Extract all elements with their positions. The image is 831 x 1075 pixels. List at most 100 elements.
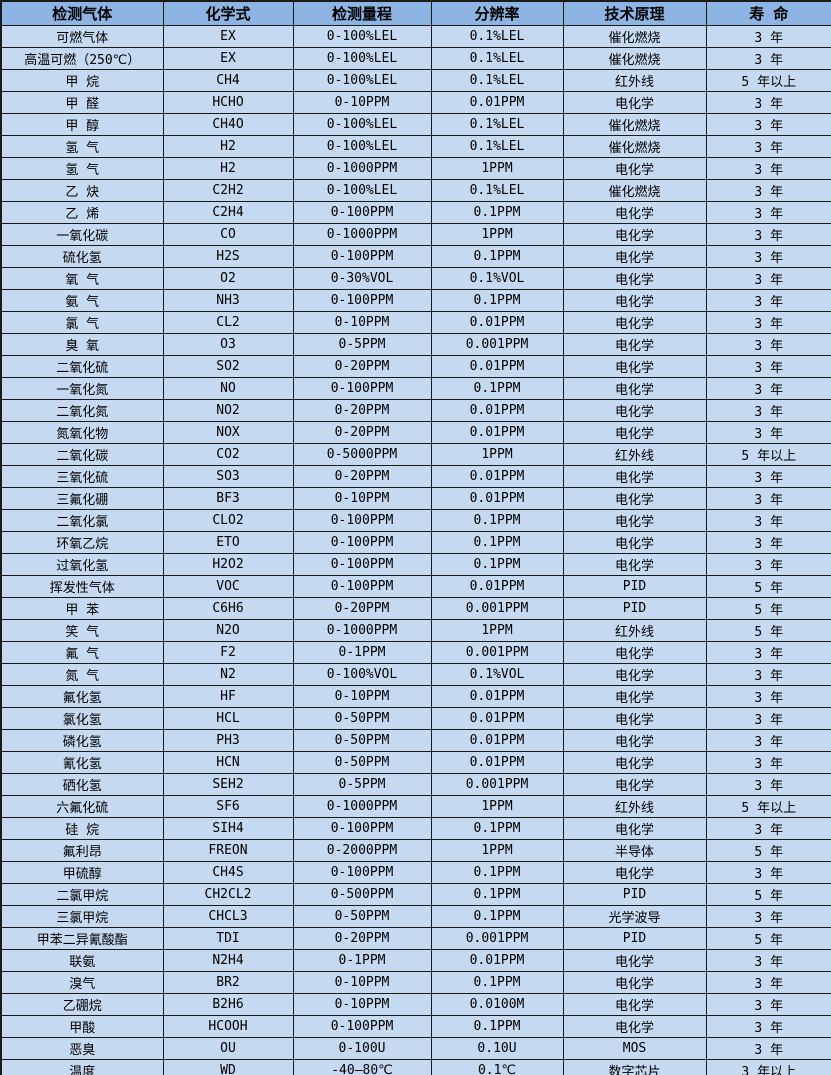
- cell-chemical-formula: O2: [162, 267, 294, 290]
- cell-chemical-formula: NOX: [162, 421, 294, 444]
- cell-detection-gas: 氮 气: [0, 663, 164, 686]
- cell-technology: 电化学: [562, 399, 707, 422]
- cell-technology: 电化学: [562, 751, 707, 774]
- cell-chemical-formula: SEH2: [162, 773, 294, 796]
- cell-detection-range: 0-1PPM: [292, 641, 432, 664]
- table-row: 甲 苯 C6H6 0-20PPM 0.001PPM PID 5 年: [0, 597, 831, 620]
- cell-chemical-formula: TDI: [162, 927, 294, 950]
- table-row: 一氧化氮 NO 0-100PPM 0.1PPM 电化学 3 年: [0, 377, 831, 400]
- cell-detection-gas: 氢 气: [0, 135, 164, 158]
- cell-technology: PID: [562, 927, 707, 950]
- cell-technology: 电化学: [562, 377, 707, 400]
- cell-detection-gas: 氢 气: [0, 157, 164, 180]
- cell-detection-range: 0-100PPM: [292, 531, 432, 554]
- cell-detection-range: 0-100PPM: [292, 575, 432, 598]
- cell-detection-range: 0-100PPM: [292, 817, 432, 840]
- cell-resolution: 0.001PPM: [430, 641, 564, 664]
- table-row: 三氯甲烷 CHCL3 0-50PPM 0.1PPM 光学波导 3 年: [0, 905, 831, 928]
- cell-technology: 电化学: [562, 91, 707, 114]
- cell-lifespan: 3 年: [705, 817, 831, 840]
- cell-detection-range: 0-10PPM: [292, 91, 432, 114]
- cell-detection-range: 0-100%LEL: [292, 135, 432, 158]
- cell-detection-gas: 一氧化碳: [0, 223, 164, 246]
- cell-resolution: 0.1PPM: [430, 531, 564, 554]
- cell-detection-gas: 温度: [0, 1059, 164, 1075]
- cell-chemical-formula: CLO2: [162, 509, 294, 532]
- cell-technology: 电化学: [562, 949, 707, 972]
- cell-detection-gas: 三氯甲烷: [0, 905, 164, 928]
- cell-resolution: 0.001PPM: [430, 927, 564, 950]
- cell-detection-range: 0-1000PPM: [292, 157, 432, 180]
- cell-lifespan: 5 年: [705, 619, 831, 642]
- cell-technology: 红外线: [562, 619, 707, 642]
- cell-detection-range: 0-500PPM: [292, 883, 432, 906]
- cell-resolution: 0.01PPM: [430, 465, 564, 488]
- cell-lifespan: 3 年: [705, 179, 831, 202]
- cell-detection-gas: 氯 气: [0, 311, 164, 334]
- cell-technology: 催化燃烧: [562, 47, 707, 70]
- table-row: 温度 WD -40—80℃ 0.1℃ 数字芯片 3 年以上: [0, 1059, 831, 1075]
- table-row: 六氟化硫 SF6 0-1000PPM 1PPM 红外线 5 年以上: [0, 795, 831, 818]
- cell-lifespan: 5 年以上: [705, 443, 831, 466]
- cell-chemical-formula: EX: [162, 25, 294, 48]
- cell-resolution: 0.1%LEL: [430, 113, 564, 136]
- cell-resolution: 0.1PPM: [430, 817, 564, 840]
- cell-detection-range: 0-100%LEL: [292, 25, 432, 48]
- cell-chemical-formula: C6H6: [162, 597, 294, 620]
- table-row: 甲 醇 CH4O 0-100%LEL 0.1%LEL 催化燃烧 3 年: [0, 113, 831, 136]
- cell-lifespan: 5 年: [705, 839, 831, 862]
- cell-lifespan: 3 年: [705, 861, 831, 884]
- cell-detection-gas: 甲苯二异氰酸酯: [0, 927, 164, 950]
- cell-resolution: 1PPM: [430, 443, 564, 466]
- cell-technology: 电化学: [562, 707, 707, 730]
- table-row: 恶臭 OU 0-100U 0.10U MOS 3 年: [0, 1037, 831, 1060]
- cell-technology: 半导体: [562, 839, 707, 862]
- cell-detection-gas: 过氧化氢: [0, 553, 164, 576]
- cell-chemical-formula: NH3: [162, 289, 294, 312]
- cell-detection-gas: 硫化氢: [0, 245, 164, 268]
- cell-detection-range: 0-2000PPM: [292, 839, 432, 862]
- cell-technology: 数字芯片: [562, 1059, 707, 1075]
- cell-lifespan: 3 年: [705, 135, 831, 158]
- column-header-resolution: 分辨率: [430, 0, 564, 26]
- cell-lifespan: 5 年: [705, 575, 831, 598]
- cell-detection-range: 0-50PPM: [292, 707, 432, 730]
- cell-technology: 电化学: [562, 1015, 707, 1038]
- table-row: 氮 气 N2 0-100%VOL 0.1%VOL 电化学 3 年: [0, 663, 831, 686]
- table-row: 三氟化硼 BF3 0-10PPM 0.01PPM 电化学 3 年: [0, 487, 831, 510]
- table-row: 硫化氢 H2S 0-100PPM 0.1PPM 电化学 3 年: [0, 245, 831, 268]
- cell-chemical-formula: NO: [162, 377, 294, 400]
- cell-detection-gas: 二氧化氮: [0, 399, 164, 422]
- cell-detection-range: 0-10PPM: [292, 311, 432, 334]
- cell-technology: 电化学: [562, 663, 707, 686]
- table-row: 氢 气 H2 0-1000PPM 1PPM 电化学 3 年: [0, 157, 831, 180]
- cell-lifespan: 3 年: [705, 333, 831, 356]
- cell-technology: 电化学: [562, 421, 707, 444]
- cell-technology: 电化学: [562, 201, 707, 224]
- table-row: 氟 气 F2 0-1PPM 0.001PPM 电化学 3 年: [0, 641, 831, 664]
- cell-technology: 催化燃烧: [562, 113, 707, 136]
- table-row: 磷化氢 PH3 0-50PPM 0.01PPM 电化学 3 年: [0, 729, 831, 752]
- table-row: 三氧化硫 SO3 0-20PPM 0.01PPM 电化学 3 年: [0, 465, 831, 488]
- cell-technology: 电化学: [562, 465, 707, 488]
- cell-detection-gas: 溴气: [0, 971, 164, 994]
- cell-technology: 电化学: [562, 641, 707, 664]
- cell-technology: 电化学: [562, 993, 707, 1016]
- cell-detection-range: 0-50PPM: [292, 729, 432, 752]
- table-row: 乙硼烷 B2H6 0-10PPM 0.0100M 电化学 3 年: [0, 993, 831, 1016]
- cell-detection-gas: 乙硼烷: [0, 993, 164, 1016]
- cell-detection-gas: 甲 苯: [0, 597, 164, 620]
- table-row: 环氧乙烷 ETO 0-100PPM 0.1PPM 电化学 3 年: [0, 531, 831, 554]
- cell-technology: 光学波导: [562, 905, 707, 928]
- cell-detection-range: 0-100PPM: [292, 245, 432, 268]
- cell-lifespan: 3 年: [705, 91, 831, 114]
- column-header-technology: 技术原理: [562, 0, 707, 26]
- cell-chemical-formula: B2H6: [162, 993, 294, 1016]
- cell-detection-range: 0-100%LEL: [292, 113, 432, 136]
- cell-chemical-formula: NO2: [162, 399, 294, 422]
- cell-resolution: 0.1%VOL: [430, 663, 564, 686]
- cell-detection-gas: 二氯甲烷: [0, 883, 164, 906]
- cell-detection-range: 0-100PPM: [292, 201, 432, 224]
- cell-lifespan: 5 年: [705, 927, 831, 950]
- table-row: 乙 炔 C2H2 0-100%LEL 0.1%LEL 催化燃烧 3 年: [0, 179, 831, 202]
